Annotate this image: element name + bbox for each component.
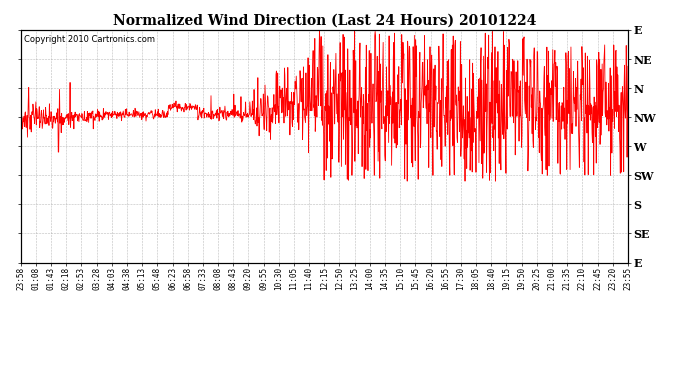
- Text: Copyright 2010 Cartronics.com: Copyright 2010 Cartronics.com: [23, 34, 155, 44]
- Title: Normalized Wind Direction (Last 24 Hours) 20101224: Normalized Wind Direction (Last 24 Hours…: [112, 13, 536, 27]
